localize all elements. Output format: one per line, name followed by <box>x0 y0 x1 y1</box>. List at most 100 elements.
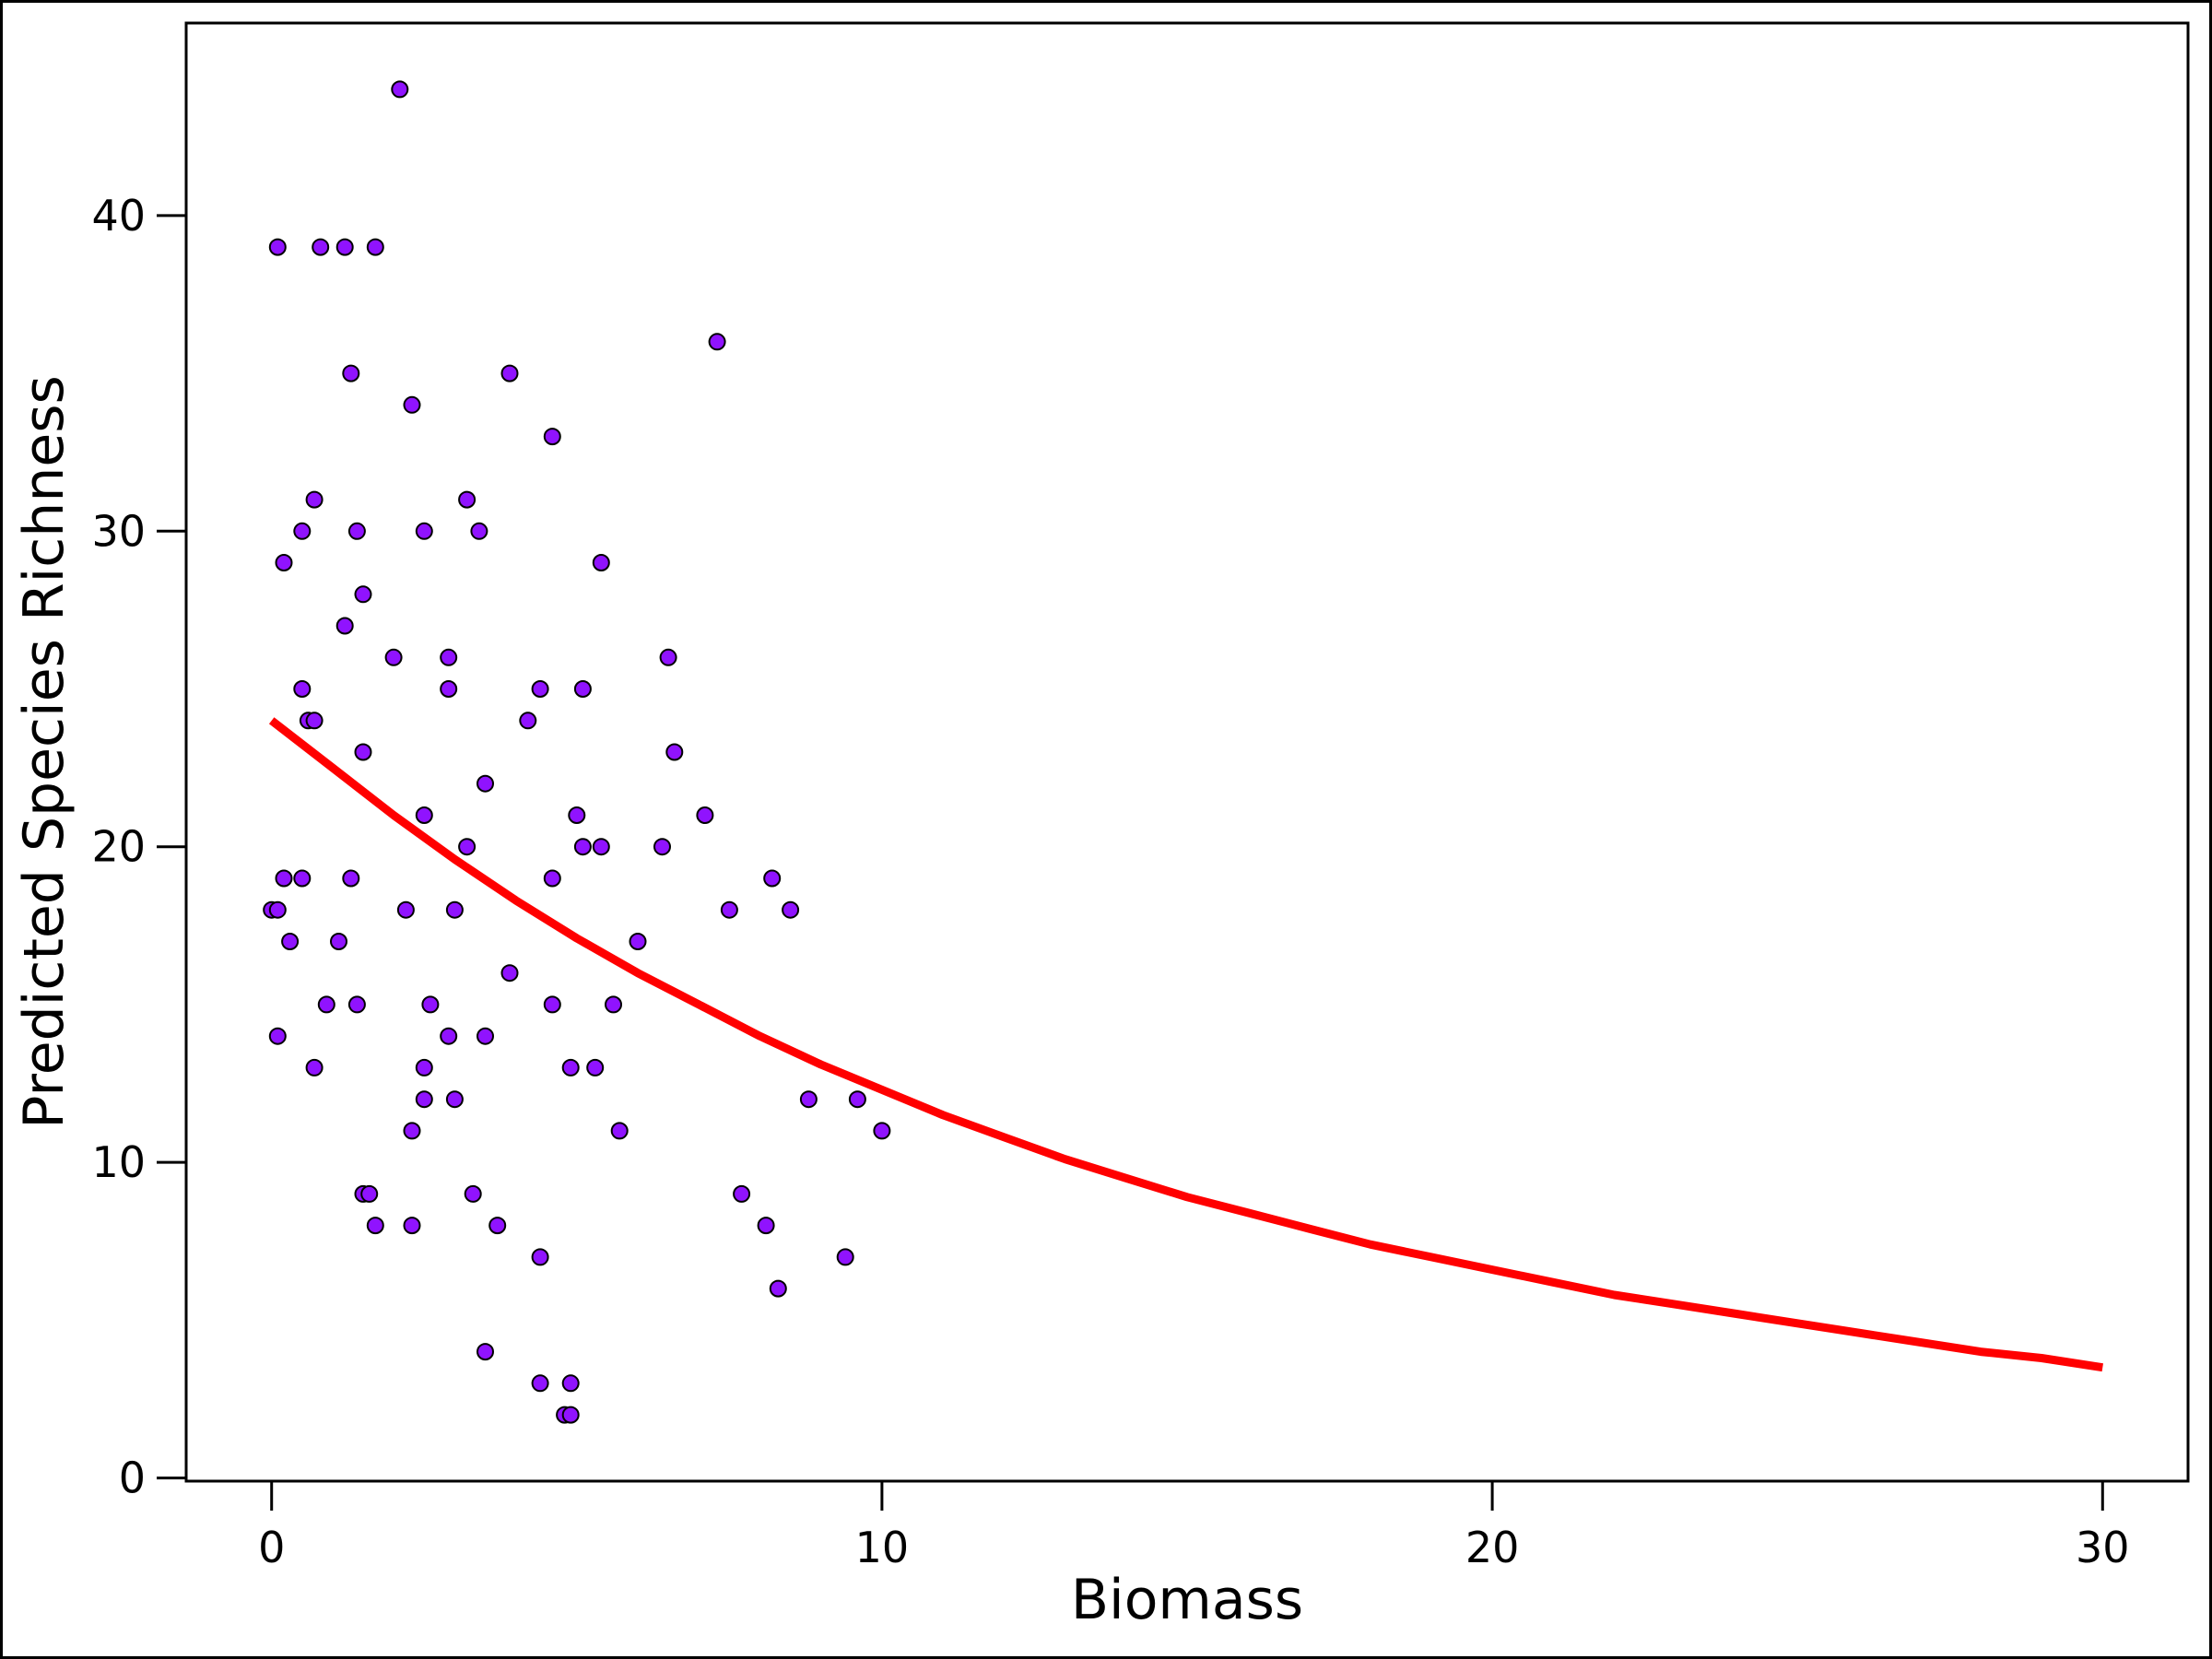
scatter-point <box>293 522 312 540</box>
scatter-point <box>696 806 714 824</box>
x-tick-label: 30 <box>2076 1523 2130 1572</box>
scatter-point <box>360 1184 379 1203</box>
scatter-point <box>275 869 293 888</box>
scatter-point <box>586 1058 605 1077</box>
scatter-point <box>391 80 409 99</box>
scatter-point <box>500 364 519 382</box>
scatter-point <box>659 648 677 666</box>
scatter-point <box>531 1248 549 1266</box>
scatter-point <box>573 680 592 698</box>
scatter-point <box>347 995 366 1014</box>
x-axis: 0 10 20 30 <box>258 1481 2130 1572</box>
plot-area-frame <box>184 21 2190 1483</box>
scatter-point <box>799 1090 818 1109</box>
scatter-point <box>305 1058 324 1077</box>
scatter-point <box>440 680 458 698</box>
scatter-point <box>477 1027 494 1045</box>
scatter-point <box>342 869 360 888</box>
scatter-point <box>312 238 330 256</box>
scatter-point <box>415 522 433 540</box>
scatter-point <box>440 1027 458 1045</box>
scatter-point <box>354 743 372 761</box>
scatter-point <box>335 617 354 635</box>
scatter-point <box>268 900 287 919</box>
scatter-point <box>531 1374 549 1393</box>
scatter-point <box>782 900 800 919</box>
scatter-point <box>305 712 324 730</box>
scatter-point <box>543 428 561 446</box>
scatter-point <box>458 838 477 856</box>
scatter-point <box>592 554 610 571</box>
scatter-point <box>335 238 354 256</box>
scatter-point <box>275 554 293 571</box>
scatter-point <box>873 1122 891 1140</box>
y-tick-label: 40 <box>91 191 146 241</box>
y-tick-label: 20 <box>91 822 146 872</box>
scatter-point <box>568 806 586 824</box>
scatter-point <box>396 900 415 919</box>
scatter-point <box>293 869 312 888</box>
scatter-point <box>573 838 592 856</box>
scatter-point <box>757 1217 775 1235</box>
scatter-point <box>488 1217 507 1235</box>
scatter-point <box>403 1217 421 1235</box>
scatter-point <box>366 1217 384 1235</box>
scatter-point <box>629 933 647 950</box>
scatter-point <box>403 395 421 414</box>
fitted-curve-line <box>268 717 2103 1372</box>
scatter-point <box>305 490 324 509</box>
scatter-point <box>293 680 312 698</box>
scatter-point <box>543 869 561 888</box>
scatter-point <box>592 838 610 856</box>
scatter-point <box>384 648 403 666</box>
scatter-point <box>445 1090 464 1109</box>
scatter-point <box>720 900 738 919</box>
scatter-point <box>445 900 464 919</box>
scatter-point <box>665 743 684 761</box>
x-tick-label: 0 <box>258 1523 285 1572</box>
y-axis: 0 10 20 30 40 <box>91 191 186 1503</box>
scatter-point <box>561 1374 580 1393</box>
scatter-point <box>268 1027 287 1045</box>
y-axis-title: Predicted Species Richness <box>12 375 76 1129</box>
scatter-point <box>733 1184 751 1203</box>
scatter-point <box>500 964 519 982</box>
scatter-point <box>458 490 477 509</box>
x-tick-label: 10 <box>855 1523 910 1572</box>
scatter-point <box>848 1090 866 1109</box>
y-tick-label: 0 <box>119 1453 146 1503</box>
scatter-point <box>561 1058 580 1077</box>
scatter-point <box>464 1184 482 1203</box>
scatter-point <box>470 522 488 540</box>
scatter-point <box>763 869 782 888</box>
scatter-point <box>415 1090 433 1109</box>
scatter-point <box>605 995 622 1014</box>
scatter-point <box>354 585 372 604</box>
scatter-point <box>403 1122 421 1140</box>
scatter-point <box>836 1248 854 1266</box>
scatter-point <box>769 1279 787 1298</box>
scatter-point <box>543 995 561 1014</box>
scatter-point <box>477 1343 494 1361</box>
fitted-curve-layer <box>268 717 2103 1372</box>
scatter-point <box>477 774 494 793</box>
scatter-point <box>561 1406 580 1424</box>
scatter-point <box>268 238 287 256</box>
scatter-point <box>415 1058 433 1077</box>
scatter-point <box>531 680 549 698</box>
scatter-point <box>421 995 440 1014</box>
scatter-point <box>317 995 335 1014</box>
scatter-point <box>519 712 537 730</box>
scatter-points-layer <box>263 80 891 1424</box>
scatter-point <box>330 933 347 950</box>
scatter-point <box>415 806 433 824</box>
x-tick-label: 20 <box>1465 1523 1520 1572</box>
scatter-point <box>342 364 360 382</box>
scatter-point <box>610 1122 629 1140</box>
x-axis-title: Biomass <box>1071 1568 1303 1632</box>
scatter-point <box>281 933 300 950</box>
y-tick-label: 30 <box>91 506 146 556</box>
scatter-point <box>440 648 458 666</box>
